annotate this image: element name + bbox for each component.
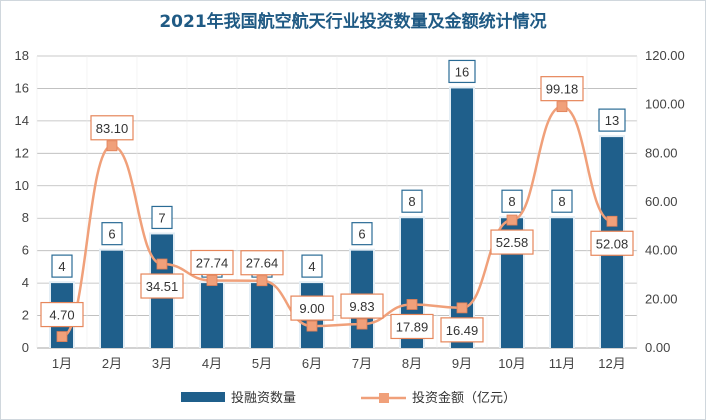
y-left-tick-label: 2 [22,308,29,323]
line-label-box [90,115,134,141]
y-right-tick-label: 0.00 [645,340,670,355]
bar-label-box [301,254,323,278]
line-marker [556,101,568,113]
y-right-tick-label: 60.00 [645,194,678,209]
x-tick-label: 9月 [452,356,472,371]
bar-label-box [598,108,626,132]
y-left-tick-label: 0 [22,340,29,355]
y-right-tick-label: 120.00 [645,48,685,63]
line-data-label: 9.00 [299,301,324,316]
bar-label-box [101,222,123,246]
line-label-box [490,229,534,255]
x-tick-label: 8月 [402,356,422,371]
x-tick-label: 3月 [152,356,172,371]
bar [551,218,573,348]
line-marker [606,215,618,227]
line-label-box [340,293,384,319]
line-label-box [590,230,634,256]
line-label-box [190,249,234,276]
legend-line-label: 投资金额（亿元） [412,390,516,406]
amount-line [61,105,613,338]
bar-label-box [151,205,173,230]
line-data-label: 16.49 [446,323,479,338]
bar [201,283,223,348]
line-data-label: 27.74 [196,255,229,270]
x-tick-label: 11月 [549,356,576,371]
y-right-tick-label: 80.00 [645,145,678,160]
chart-title: 2021年我国航空航天行业投资数量及金额统计情况 [159,12,547,32]
line-data-label: 34.51 [146,279,179,294]
x-tick-label: 7月 [352,356,372,371]
bar-label-box [551,189,573,213]
bar-data-label: 7 [158,210,165,225]
y-left-tick-label: 10 [15,178,29,193]
y-right-tick-label: 40.00 [645,243,678,258]
line-marker [306,320,318,332]
line-label-box [390,313,434,340]
line-data-label: 52.08 [596,236,629,251]
bar-data-label: 13 [605,113,619,128]
line-label-box [540,76,584,102]
bar-label-box [51,254,73,278]
line-label-box [290,295,334,321]
x-tick-label: 6月 [302,356,322,371]
line-label-box [140,273,184,299]
line-data-label: 83.10 [96,121,129,136]
bar-label-box [401,189,423,213]
bar-label-box [351,222,373,246]
y-left-tick-label: 14 [15,113,29,128]
line-label-box [40,301,84,328]
bar-data-label: 8 [508,194,515,209]
line-marker [456,302,468,314]
bar-data-label: 6 [108,227,115,242]
line-marker [406,299,418,310]
bar [251,283,273,348]
line-marker [56,331,68,342]
line-data-label: 9.83 [349,299,374,314]
y-left-tick-label: 6 [22,243,29,258]
x-tick-label: 5月 [252,356,272,371]
bar-data-label: 6 [358,227,365,242]
legend-bar-swatch [181,392,225,402]
x-tick-label: 4月 [202,356,222,371]
y-left-tick-label: 8 [22,210,29,225]
line-data-label: 17.89 [396,319,429,334]
bar-data-label: 4 [58,259,65,274]
bar-data-label: 8 [408,194,415,209]
y-left-tick-label: 12 [15,145,29,160]
line-marker [506,214,518,226]
bar-data-label: 8 [558,194,565,209]
x-tick-label: 2月 [102,356,122,371]
line-data-label: 99.18 [546,82,579,97]
line-label-box [240,250,284,276]
y-left-tick-label: 16 [15,80,29,95]
bar-label-box [448,59,476,84]
bar-data-label: 4 [308,259,315,274]
line-marker [156,258,168,270]
bar-label-box [501,189,523,213]
y-left-tick-label: 4 [22,275,29,290]
x-tick-label: 10月 [498,356,525,371]
line-marker [106,140,118,152]
line-marker [256,275,268,287]
line-marker [356,318,368,330]
line-data-label: 27.64 [246,256,279,271]
y-right-tick-label: 20.00 [645,291,678,306]
line-marker [206,275,218,286]
legend-bar-label: 投融资数量 [231,390,296,406]
line-label-box [440,317,484,343]
x-tick-label: 1月 [52,356,72,371]
line-data-label: 52.58 [496,235,529,250]
line-data-label: 4.70 [49,308,74,323]
bar [101,250,123,348]
x-tick-label: 12月 [598,356,625,371]
y-left-tick-label: 18 [15,48,29,63]
bar-data-label: 16 [455,64,469,79]
legend-line-marker [379,393,389,403]
bar [451,88,473,348]
y-right-tick-label: 100.00 [645,97,685,112]
